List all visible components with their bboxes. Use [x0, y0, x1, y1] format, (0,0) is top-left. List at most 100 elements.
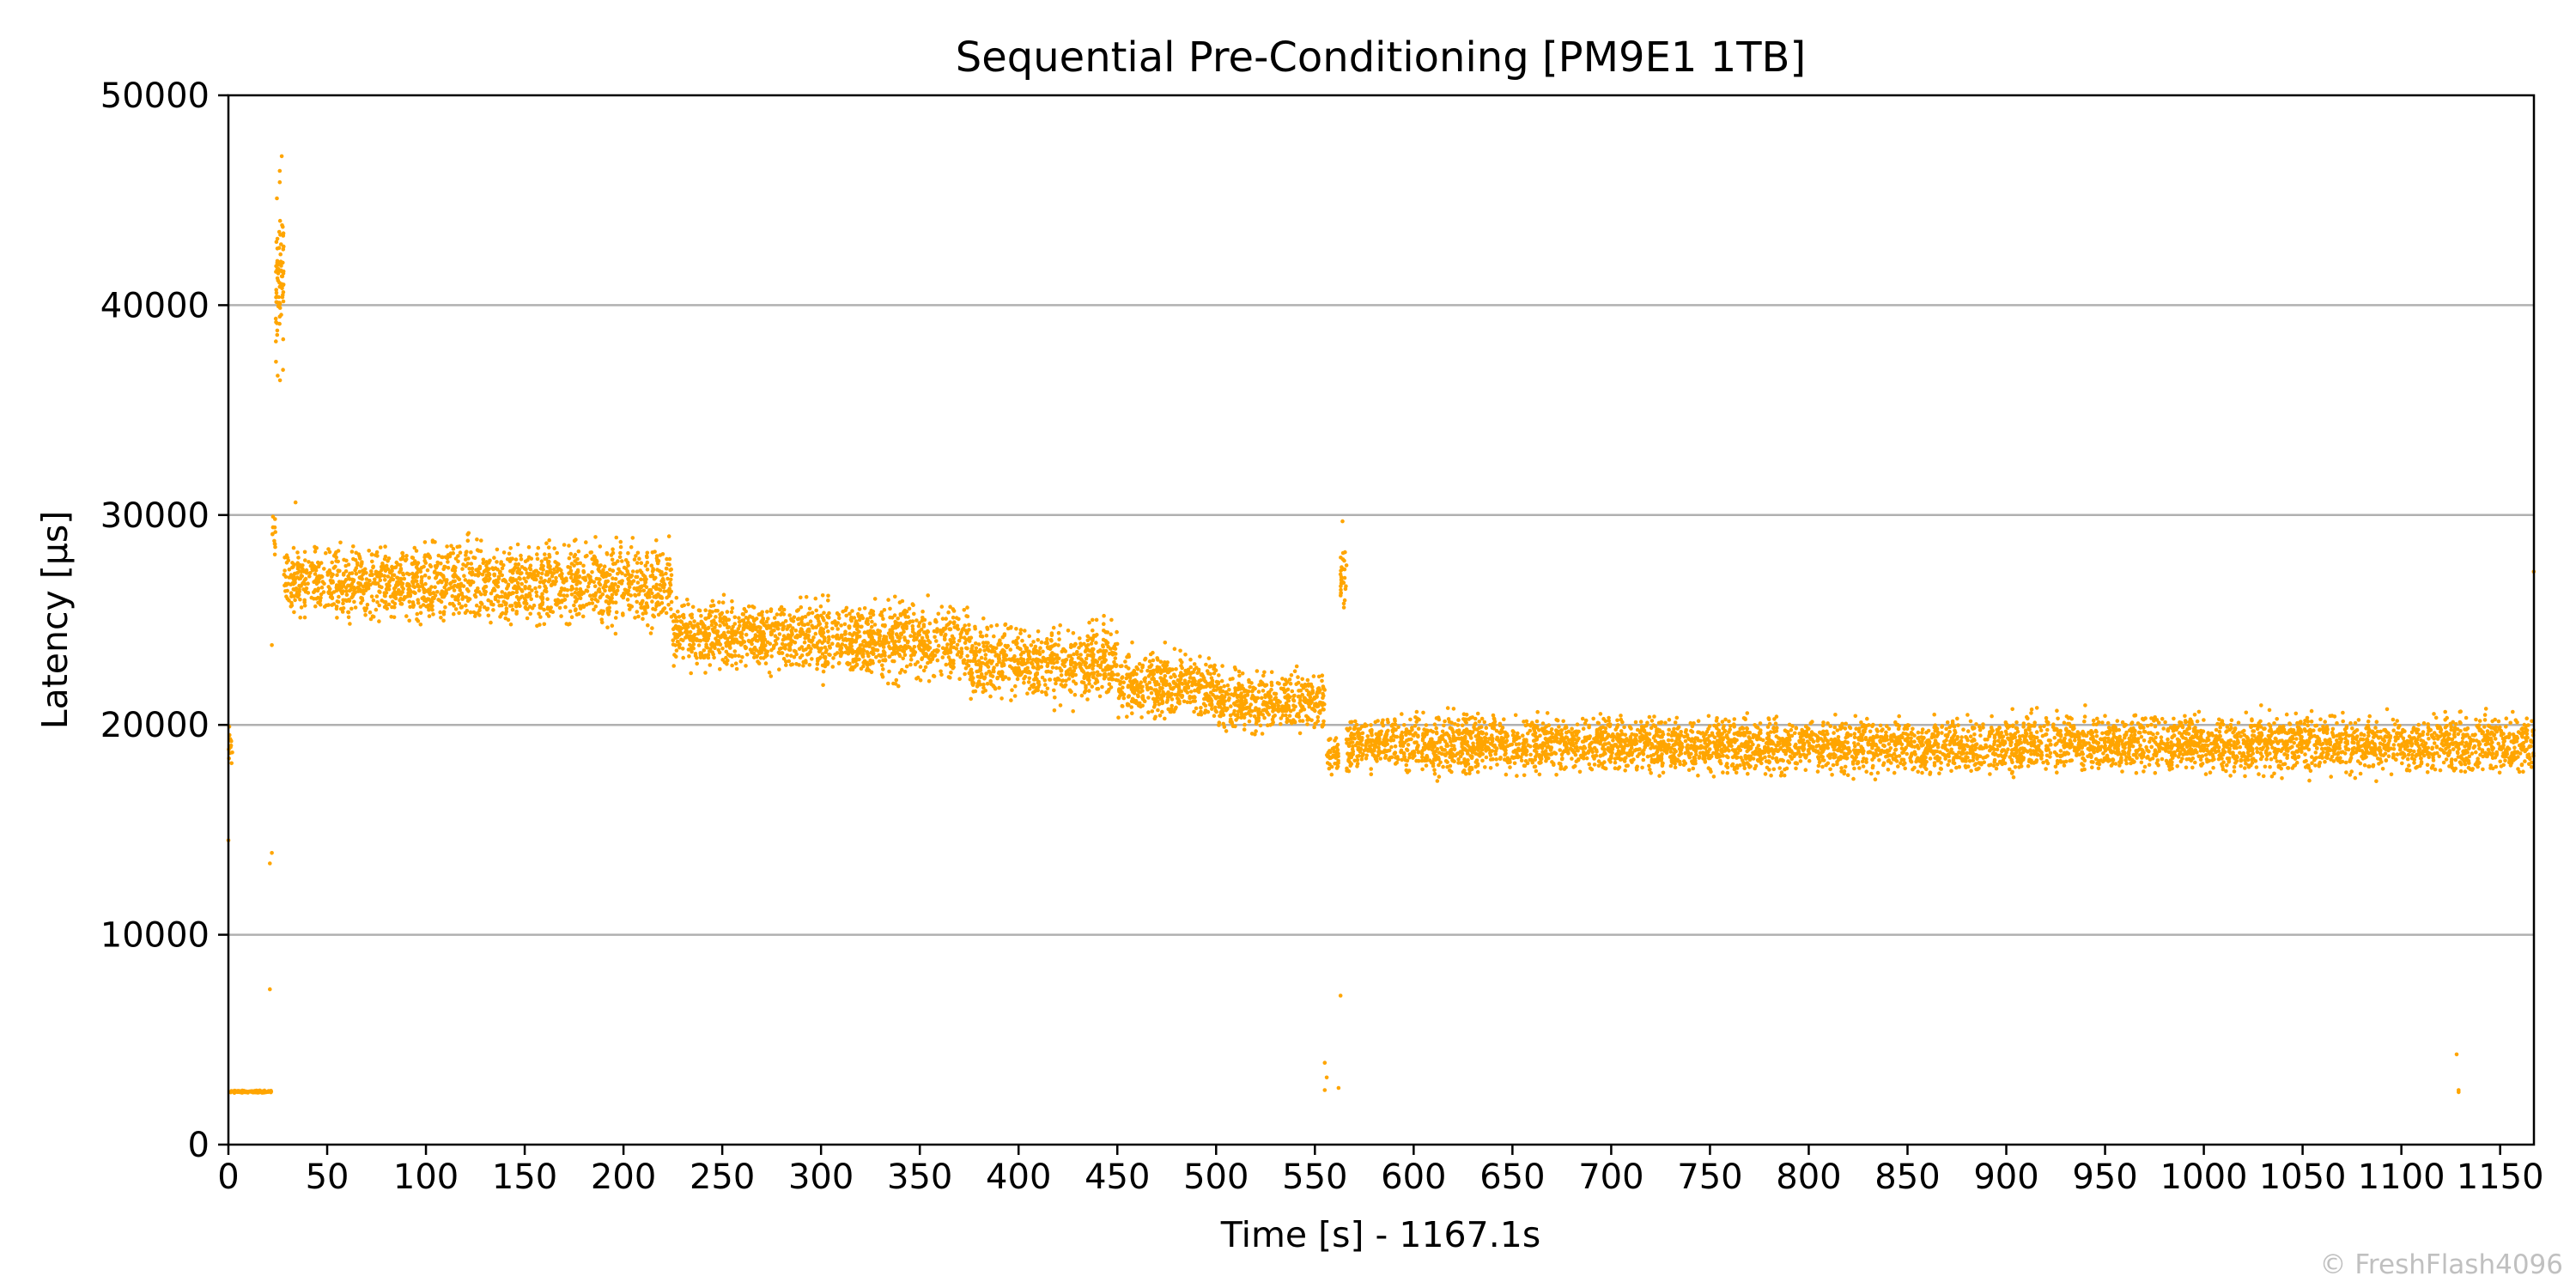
- data-point: [967, 623, 971, 628]
- data-point: [548, 609, 553, 614]
- data-point: [935, 649, 939, 654]
- data-point: [936, 643, 941, 648]
- data-point: [1292, 669, 1297, 673]
- data-point: [301, 569, 307, 574]
- data-point: [298, 615, 303, 620]
- data-point: [1234, 718, 1238, 722]
- data-point: [699, 614, 703, 618]
- data-point: [908, 657, 914, 662]
- data-point: [869, 670, 874, 675]
- data-point: [973, 689, 978, 694]
- data-point: [1192, 681, 1196, 685]
- data-point: [465, 538, 471, 543]
- data-point: [830, 665, 835, 669]
- data-point: [386, 583, 392, 588]
- data-point: [1269, 670, 1274, 674]
- data-point: [772, 616, 777, 620]
- data-point: [671, 619, 676, 623]
- data-point: [481, 561, 486, 565]
- data-point: [237, 1090, 242, 1095]
- data-point: [913, 631, 917, 636]
- data-point: [524, 567, 528, 572]
- data-point: [914, 635, 919, 640]
- data-point: [1014, 671, 1019, 676]
- data-point: [981, 616, 986, 621]
- data-point: [666, 534, 671, 538]
- data-point: [1095, 632, 1099, 637]
- data-point: [517, 586, 521, 590]
- data-point: [1126, 695, 1131, 699]
- data-point: [942, 636, 947, 641]
- data-point: [452, 611, 456, 617]
- data-point: [1021, 657, 1026, 662]
- data-point: [422, 564, 426, 569]
- data-point: [781, 621, 786, 626]
- data-point: [1150, 709, 1155, 714]
- data-point: [460, 567, 465, 571]
- data-point: [610, 623, 615, 628]
- data-point: [680, 613, 685, 618]
- data-point: [1160, 709, 1164, 714]
- data-point: [1103, 671, 1107, 677]
- data-point: [984, 633, 989, 638]
- data-point: [1068, 653, 1072, 659]
- data-point: [781, 607, 787, 612]
- data-point: [999, 670, 1005, 674]
- data-point: [513, 557, 519, 562]
- data-point: [544, 556, 549, 561]
- data-point: [803, 632, 807, 637]
- data-point: [513, 562, 518, 567]
- data-point: [1209, 698, 1214, 703]
- data-point: [1318, 711, 1322, 715]
- data-point: [1242, 727, 1247, 732]
- data-point: [1033, 676, 1038, 680]
- data-point: [1321, 707, 1326, 712]
- data-point: [837, 616, 841, 621]
- data-point: [1063, 683, 1068, 688]
- data-point: [435, 560, 440, 565]
- data-point: [369, 552, 374, 557]
- data-point: [1085, 647, 1090, 652]
- data-point: [1084, 656, 1089, 661]
- data-point: [278, 252, 283, 257]
- data-point: [518, 571, 523, 576]
- data-point: [958, 632, 963, 636]
- data-point: [1300, 719, 1305, 723]
- data-point: [338, 606, 343, 611]
- data-point: [281, 283, 286, 287]
- data-point: [689, 637, 693, 642]
- data-point: [513, 601, 518, 605]
- data-point: [683, 625, 687, 630]
- data-point: [384, 590, 389, 595]
- data-point: [799, 631, 804, 636]
- data-point: [1290, 689, 1295, 694]
- data-point: [828, 653, 832, 657]
- data-point: [630, 536, 635, 540]
- data-point: [820, 593, 825, 598]
- data-point: [648, 631, 653, 635]
- data-point: [1239, 710, 1243, 714]
- data-point: [452, 574, 457, 578]
- data-point: [762, 637, 768, 642]
- data-point: [843, 631, 848, 636]
- data-point: [669, 567, 673, 572]
- data-point: [951, 607, 956, 611]
- data-point: [698, 638, 703, 643]
- data-point: [738, 623, 742, 629]
- chart-title: Sequential Pre-Conditioning [PM9E1 1TB]: [956, 33, 1806, 82]
- data-point: [400, 590, 405, 594]
- data-point: [504, 601, 508, 605]
- data-point: [948, 647, 952, 652]
- data-point: [797, 663, 801, 667]
- data-point: [527, 591, 532, 596]
- data-point: [729, 610, 734, 614]
- data-point: [973, 626, 977, 631]
- data-point: [760, 610, 764, 615]
- data-point: [732, 615, 738, 620]
- data-point: [310, 561, 314, 566]
- data-point: [577, 611, 581, 617]
- data-point: [448, 581, 453, 586]
- data-point: [750, 605, 755, 609]
- data-point: [673, 643, 677, 647]
